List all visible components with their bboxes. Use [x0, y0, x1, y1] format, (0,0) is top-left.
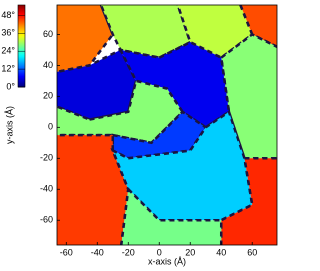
colorbar-cell [18, 45, 25, 48]
colorbar-tick-label: 36° [1, 28, 15, 38]
grain [99, 5, 192, 59]
colorbar-cell [18, 53, 25, 56]
colorbar-cell [18, 21, 25, 24]
colorbar-cell [18, 79, 25, 82]
colorbar-cell [18, 29, 25, 32]
colorbar-cell [18, 69, 25, 72]
x-tick-label: 60 [247, 247, 257, 257]
x-tick-label: 0 [157, 247, 162, 257]
x-tick-label: -20 [122, 247, 135, 257]
colorbar-cell [18, 59, 25, 62]
x-tick-label: -40 [91, 247, 104, 257]
colorbar-cell [18, 13, 25, 16]
y-tick-label: -20 [40, 153, 53, 163]
colorbar-cell [18, 47, 25, 50]
colorbar-cell [18, 5, 25, 8]
colorbar-cell [18, 73, 25, 76]
colorbar-cell [18, 37, 25, 40]
colorbar-cell [18, 51, 25, 54]
colorbar-cell [18, 7, 25, 10]
colorbar-cell [18, 39, 25, 42]
colorbar-cell [18, 85, 25, 88]
colorbar-cell [18, 65, 25, 68]
colorbar-tick-label: 12° [1, 63, 15, 73]
colorbar-cell [18, 25, 25, 28]
colorbar-cell [18, 49, 25, 52]
colorbar-tick-label: 0° [6, 81, 15, 91]
grain-map [57, 5, 277, 245]
y-axis-label: y-axis (Å) [4, 106, 14, 144]
colorbar-cell [18, 31, 25, 34]
colorbar-cell [18, 61, 25, 64]
grain [110, 109, 254, 222]
y-tick-label: 40 [43, 60, 53, 70]
y-tick-label: -40 [40, 184, 53, 194]
colorbar-cell [18, 63, 25, 66]
colorbar-cell [18, 67, 25, 70]
colorbar-tick-label: 48° [1, 10, 15, 20]
colorbar-cell [18, 35, 25, 38]
colorbar-cell [18, 11, 25, 14]
colorbar-cell [18, 43, 25, 46]
y-tick-label: -60 [40, 215, 53, 225]
x-tick-label: 20 [185, 247, 195, 257]
y-tick-label: 0 [48, 122, 53, 132]
grain [57, 5, 115, 74]
colorbar-cell [18, 15, 25, 18]
x-tick-label: -60 [60, 247, 73, 257]
colorbar-cell [18, 55, 25, 58]
grain [120, 186, 223, 245]
colorbar-cell [18, 23, 25, 26]
colorbar-cell [18, 57, 25, 60]
colorbar-cell [18, 81, 25, 84]
colorbar-cell [18, 17, 25, 20]
x-axis-label: x-axis (Å) [148, 256, 186, 266]
colorbar-cell [18, 33, 25, 36]
chart: x-axis (Å) y-axis (Å) -60 -40 -20 0 20 40 60 -6… [1, 4, 278, 266]
colorbar-cell [18, 71, 25, 74]
grain [219, 157, 277, 245]
x-tick-label: 40 [216, 247, 226, 257]
y-tick-label: 60 [43, 29, 53, 39]
colorbar-cell [18, 83, 25, 86]
colorbar-tick-label: 24° [1, 46, 15, 56]
colorbar-cell [18, 77, 25, 80]
grain [176, 5, 254, 60]
colorbar-cell [18, 19, 25, 22]
colorbar-cell [18, 41, 25, 44]
colorbar-cell [18, 75, 25, 78]
plot-frame [56, 4, 278, 246]
grain [239, 5, 277, 49]
grain [219, 32, 277, 160]
colorbar-cell [18, 9, 25, 12]
colorbar-cell [18, 27, 25, 30]
grain [57, 48, 138, 121]
y-tick-label: 20 [43, 91, 53, 101]
